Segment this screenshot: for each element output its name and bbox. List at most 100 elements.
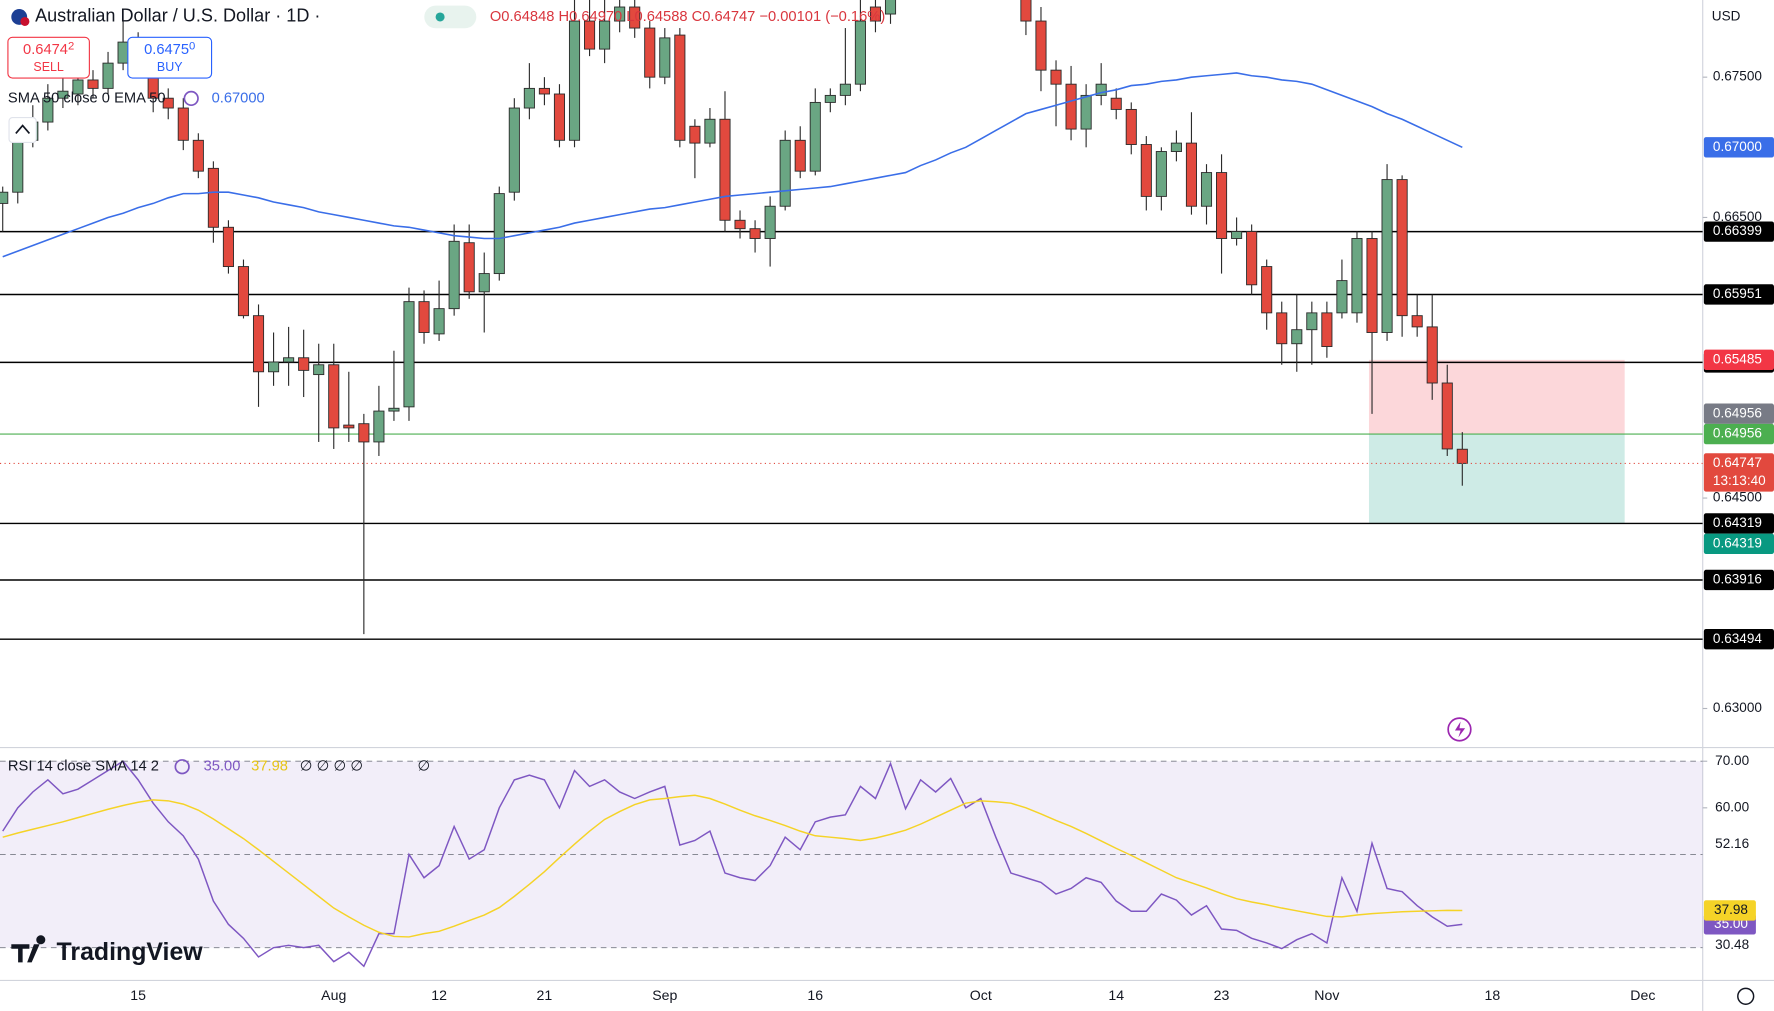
currency-label: USD — [1712, 9, 1741, 24]
target-label: 0.64319 — [1713, 535, 1762, 550]
entry-label-bg — [1703, 423, 1774, 445]
candle-body — [599, 20, 611, 50]
candle-body — [749, 228, 761, 239]
candle-body — [584, 20, 596, 50]
level-label-bg — [1703, 284, 1774, 305]
rsi-y-tick-label: 60.00 — [1715, 799, 1749, 814]
level-label: 0.63916 — [1713, 572, 1762, 587]
entry-label-bg — [1703, 403, 1774, 424]
rsi-scale-label: 52.16 — [1715, 836, 1749, 851]
candle-body — [629, 6, 641, 29]
logo-icon — [11, 935, 46, 963]
x-tick-label: 12 — [431, 987, 447, 1003]
x-tick-label: 21 — [537, 987, 553, 1003]
indicator-icon[interactable] — [174, 759, 190, 775]
last-price-label: 0.64747 — [1713, 455, 1762, 470]
sell-price: 0.64742 — [23, 40, 74, 57]
sma-value-label: 0.67000 — [1713, 139, 1762, 154]
x-tick-label: 23 — [1214, 987, 1230, 1003]
candle-body — [1155, 151, 1167, 197]
collapse-button[interactable] — [8, 117, 37, 144]
level-label-bg — [1703, 513, 1774, 534]
candle-body — [162, 97, 174, 109]
candle-body — [1351, 238, 1363, 314]
indicator-icon[interactable] — [183, 90, 199, 107]
candle-body — [1426, 326, 1438, 384]
candle-body — [57, 90, 69, 99]
rsi-y-tick-label: 70.00 — [1715, 753, 1749, 768]
x-tick-label: Aug — [321, 987, 346, 1003]
candle-body — [719, 118, 731, 221]
candle-body — [222, 226, 234, 268]
sma-value-label-bg — [1703, 137, 1774, 158]
candle-body — [192, 139, 204, 172]
target-zone — [1368, 434, 1625, 524]
rsi-extra-label: ∅ ∅ ∅ ∅ — [300, 759, 363, 775]
candle-body — [283, 357, 295, 363]
logo-text: TradingView — [57, 938, 204, 966]
alert-icon[interactable] — [1447, 717, 1472, 742]
rsi-value-bg — [1703, 900, 1756, 921]
candle-body — [1276, 312, 1288, 345]
symbol-title: Australian Dollar / U.S. Dollar · 1D · — [35, 6, 320, 26]
sell-label: SELL — [33, 60, 64, 74]
candle-body — [809, 101, 821, 172]
sma-legend-value: 0.67000 — [212, 90, 265, 106]
buy-button[interactable] — [127, 36, 213, 79]
rsi-sma-legend-value: 37.98 — [251, 759, 288, 775]
candle-body — [764, 205, 776, 239]
sell-pip: 2 — [68, 40, 74, 52]
status-pill[interactable] — [424, 5, 477, 29]
sell-button[interactable] — [7, 36, 90, 79]
x-tick-label: Sep — [652, 987, 677, 1003]
countdown-label: 13:13:40 — [1713, 473, 1766, 488]
x-tick-label: Dec — [1630, 987, 1655, 1003]
candle-body — [508, 107, 520, 193]
candle-body — [313, 364, 325, 376]
candle-body — [177, 107, 189, 141]
rsi-value-label: 37.98 — [1714, 902, 1748, 917]
stop-label-bg — [1703, 349, 1774, 371]
settings-icon[interactable] — [1737, 987, 1755, 1005]
candle-body — [207, 167, 219, 228]
candle-body — [1170, 142, 1182, 152]
candle-body — [433, 308, 445, 335]
candle-body — [1336, 280, 1348, 314]
stop-zone — [1368, 359, 1625, 435]
candle-body — [538, 87, 550, 95]
rsi-line — [2, 760, 1463, 968]
price-pane — [0, 0, 1703, 640]
candle-body — [1185, 142, 1197, 207]
candle-body — [734, 219, 746, 230]
candle-body — [12, 139, 24, 193]
candle-body — [343, 424, 355, 429]
candle-body — [373, 410, 385, 443]
candle-body — [298, 357, 310, 371]
x-tick-label: Nov — [1314, 987, 1340, 1003]
sma-legend: SMA 50 close 0 EMA 50 — [8, 90, 166, 106]
candle-body — [328, 364, 340, 429]
x-tick-label: Oct — [970, 987, 992, 1003]
candle-body — [884, 0, 897, 15]
candle-body — [1366, 238, 1378, 333]
entry-label: 0.64956 — [1713, 405, 1762, 420]
candle-body — [268, 361, 280, 373]
candle-body — [704, 118, 716, 144]
candle-body — [388, 407, 400, 412]
buy-price-main: 0.6475 — [144, 42, 189, 58]
candle-body — [1411, 315, 1423, 328]
sma-line — [2, 72, 1463, 258]
rsi-line — [2, 794, 1463, 938]
alert-bolt — [1454, 721, 1466, 738]
candle-body — [42, 97, 54, 123]
candle-body — [869, 6, 882, 22]
candle-body — [1291, 329, 1303, 345]
candle-body — [689, 125, 701, 144]
candle-body — [674, 34, 686, 141]
candle-body — [1321, 312, 1333, 347]
candle-body — [493, 193, 505, 275]
candle-body — [1050, 69, 1062, 85]
candle-body — [418, 301, 430, 333]
